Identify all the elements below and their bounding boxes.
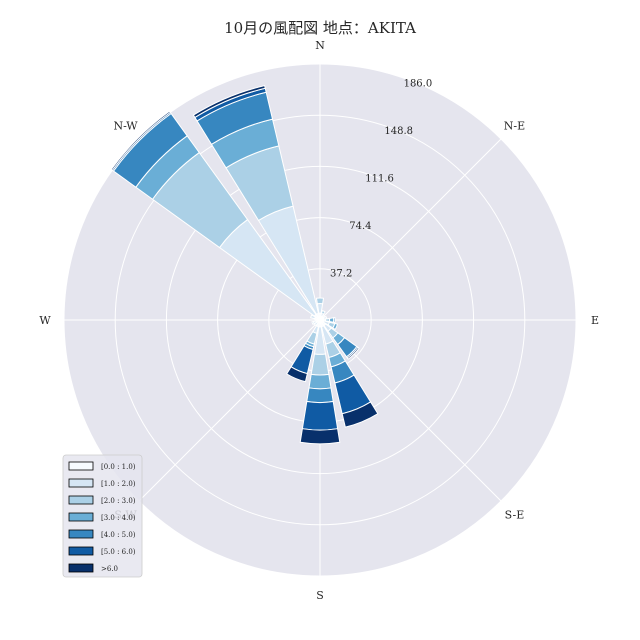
legend-label: [4.0 : 5.0) [101, 531, 136, 539]
legend-swatch [68, 478, 94, 488]
ring-label: 111.6 [365, 174, 394, 185]
legend-swatch [68, 512, 94, 522]
legend-swatch [68, 529, 94, 539]
legend-label: [0.0 : 1.0) [101, 463, 136, 471]
wind-bar-segment [286, 366, 308, 383]
wind-bar-segment [306, 387, 334, 404]
ring-label: 37.2 [330, 269, 352, 280]
ring-labels: 37.2 74.4 111.6 148.8 186.0 [330, 79, 432, 280]
wind-bar-segment [299, 428, 341, 445]
ring-label: 74.4 [349, 221, 371, 232]
wind-bar-segment [333, 317, 336, 323]
chart-title: 10月の風配図 地点：AKITA [224, 19, 416, 37]
legend-swatch [68, 495, 94, 505]
ring-label: 186.0 [404, 79, 433, 90]
wind-bar-segment [341, 401, 379, 428]
legend-label: [3.0 : 4.0) [101, 514, 136, 522]
wind-bar-segment [332, 322, 339, 331]
wind-bar-segment [301, 400, 339, 431]
legend-label: [5.0 : 6.0) [101, 548, 136, 556]
direction-label: N-E [504, 120, 525, 133]
direction-label: W [39, 314, 51, 327]
direction-label: N [315, 39, 325, 52]
direction-label: S-E [505, 508, 525, 521]
legend-swatch [68, 563, 94, 573]
direction-label: S [316, 589, 324, 602]
wind-bar-segment [311, 320, 315, 326]
wind-bar-segment [310, 314, 317, 320]
wind-bar-segment [308, 373, 332, 390]
legend-swatch [68, 546, 94, 556]
wind-bar-segment [328, 317, 335, 323]
grid-spoke [138, 319, 321, 502]
wind-bar-segment [320, 310, 326, 315]
wind-bar-segment [310, 353, 330, 376]
wind-bar-segment [315, 297, 325, 305]
direction-label: N-W [114, 120, 139, 133]
ring-label: 148.8 [384, 126, 413, 137]
grid-spoke [319, 138, 502, 321]
wind-bars [110, 84, 379, 445]
wind-bar-segment [346, 346, 360, 360]
legend-label: [2.0 : 3.0) [101, 497, 136, 505]
legend: [0.0 : 1.0) [1.0 : 2.0) [2.0 : 3.0) [3.0 : … [62, 454, 143, 578]
wind-bar-segment [322, 315, 328, 320]
direction-label: E [591, 314, 599, 327]
wind-bar-segment [110, 110, 171, 171]
legend-swatch [68, 461, 94, 471]
wind-bar-segment [192, 84, 266, 119]
polar-grid [63, 63, 577, 577]
legend-label: [1.0 : 2.0) [101, 480, 136, 488]
legend-label: >6.0 [101, 565, 118, 573]
